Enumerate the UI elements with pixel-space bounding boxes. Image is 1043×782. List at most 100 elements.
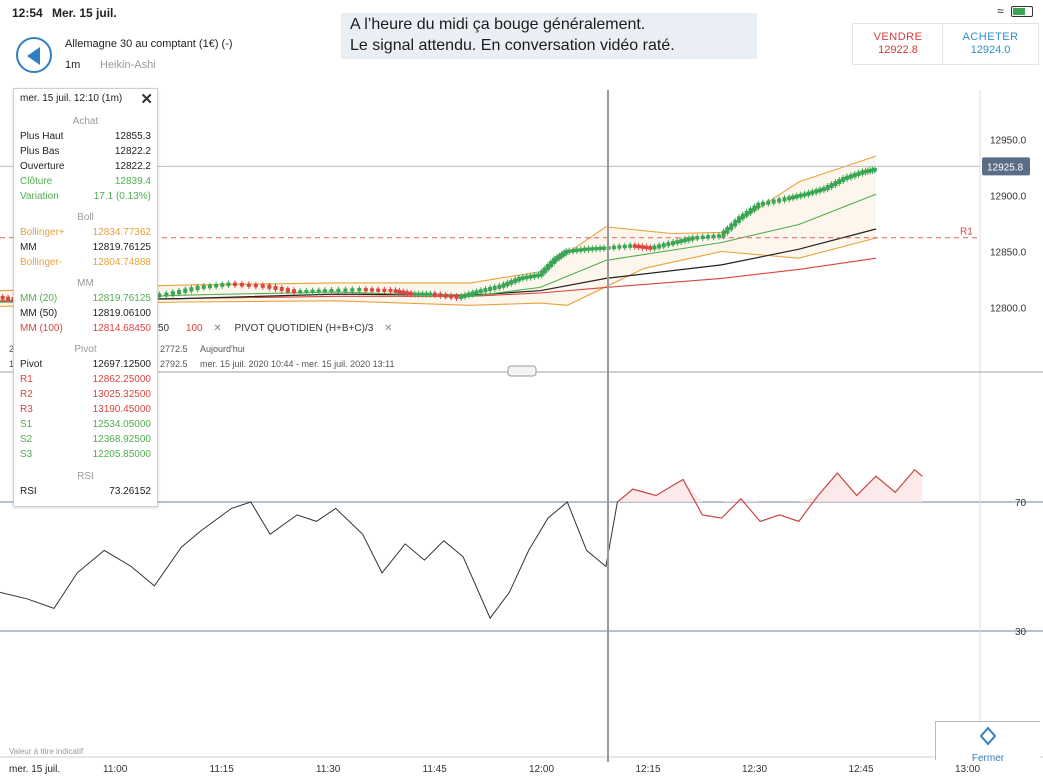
chart-style[interactable]: Heikin-Ashi: [100, 59, 156, 71]
candle-body: [267, 284, 272, 289]
candle-body: [648, 246, 653, 250]
candle-body: [695, 236, 700, 240]
battery-icon: [1011, 6, 1033, 18]
price-tick-label: 12800.0: [990, 304, 1027, 315]
candle-body: [632, 244, 637, 248]
candle-body: [478, 289, 483, 294]
candle-body: [285, 288, 290, 293]
candle-body: [273, 285, 278, 290]
time-tick-label: 11:30: [316, 764, 341, 775]
current-price-label: 12925.8: [987, 162, 1024, 173]
candle-body: [207, 284, 212, 289]
ma-legend-tail: 50: [158, 323, 170, 334]
candle-body: [388, 289, 393, 293]
price-tick-label: 12950.0: [990, 135, 1027, 146]
candle-body: [220, 283, 225, 287]
time-tick-label: 12:15: [635, 764, 661, 775]
instrument-name: Allemagne 30 au comptant (1€) (-): [65, 38, 233, 50]
candle-body: [201, 285, 206, 289]
remove-pivot-icon[interactable]: ✕: [384, 323, 393, 334]
candle-body: [860, 170, 865, 175]
candle-body: [416, 292, 421, 296]
candle-body: [157, 293, 162, 298]
timeframe-selector[interactable]: 1m: [65, 59, 81, 71]
close-chart-button[interactable]: Fermer: [935, 721, 1040, 764]
candle-body: [164, 292, 169, 297]
candle-body: [736, 216, 741, 223]
candle-body: [794, 194, 799, 199]
time-tick-label: 13:00: [955, 764, 981, 775]
candle-body: [777, 198, 782, 203]
candle-body: [497, 284, 502, 289]
candle-body: [700, 235, 705, 240]
candle-body: [298, 290, 303, 294]
back-arrow-icon: [27, 47, 40, 65]
candle-body: [370, 288, 374, 292]
candle-body: [586, 247, 591, 251]
section-mm: MM: [77, 278, 94, 289]
candle-body: [706, 235, 711, 239]
candle-body: [557, 254, 562, 260]
candle-body: [666, 242, 671, 247]
candle-body: [852, 172, 857, 178]
candle-body: [744, 210, 749, 217]
candle-body: [542, 267, 547, 274]
candle-body: [787, 196, 792, 201]
candle-body: [253, 283, 258, 288]
candle-body: [561, 251, 566, 257]
candle-body: [690, 236, 695, 241]
close-icon[interactable]: ✕: [140, 91, 153, 108]
candle-body: [711, 234, 716, 239]
candle-body: [552, 257, 557, 264]
rsi-pane: 70 30: [0, 469, 1043, 638]
bollinger-lower-line: [0, 237, 877, 307]
buy-price: 12924.0: [970, 44, 1011, 56]
remove-ma-icon[interactable]: ✕: [213, 323, 222, 334]
candle-body: [350, 288, 355, 292]
candle-body: [470, 291, 475, 296]
candle-body: [856, 171, 861, 176]
disclaimer: Valeur à titre indicatif: [9, 747, 84, 756]
candle-body: [246, 283, 251, 287]
candle-body: [322, 289, 327, 293]
candle-body: [582, 247, 587, 252]
candle-body: [868, 168, 873, 173]
candle-body: [865, 169, 870, 173]
data-tooltip-panel: mer. 15 juil. 12:10 (1m) ✕ Achat Plus Ha…: [13, 88, 158, 507]
wifi-icon: ≈: [997, 4, 1004, 18]
buy-button[interactable]: ACHETER 12924.0: [942, 23, 1039, 65]
candle-body: [239, 282, 244, 287]
candle-body: [463, 293, 467, 298]
pane-resize-handle: [507, 365, 537, 377]
candle-body: [752, 205, 757, 212]
candle-body: [806, 191, 811, 196]
buy-label: ACHETER: [962, 31, 1019, 43]
back-button[interactable]: [16, 37, 52, 73]
candle-body: [6, 296, 11, 301]
sell-button[interactable]: VENDRE 12922.8: [852, 23, 944, 65]
candle-body: [872, 168, 877, 172]
candle-body: [870, 168, 875, 172]
candle-body: [488, 286, 493, 292]
candle-body: [357, 288, 362, 292]
crosshair-icon: [979, 726, 997, 746]
candle-body: [177, 289, 182, 295]
time-tick-label: 11:00: [103, 764, 128, 775]
pivot-legend: PIVOT QUOTIDIEN (H+B+C)/3: [234, 323, 374, 334]
ma50-line: [0, 228, 877, 303]
candle-body: [622, 244, 627, 249]
candle-body: [376, 288, 381, 292]
candle-body: [791, 195, 796, 200]
candle-body: [590, 247, 595, 251]
candle-body: [260, 284, 265, 288]
candle-body: [428, 292, 433, 296]
candle-body: [601, 246, 606, 250]
candle-body: [513, 278, 518, 284]
candle-body: [528, 274, 533, 279]
ma20-line: [0, 193, 877, 303]
rsi-line-overbought: [617, 469, 923, 522]
candle-body: [183, 288, 188, 293]
candle-body: [532, 274, 537, 278]
section-achat: Achat: [72, 116, 99, 127]
candle-body: [594, 247, 599, 251]
